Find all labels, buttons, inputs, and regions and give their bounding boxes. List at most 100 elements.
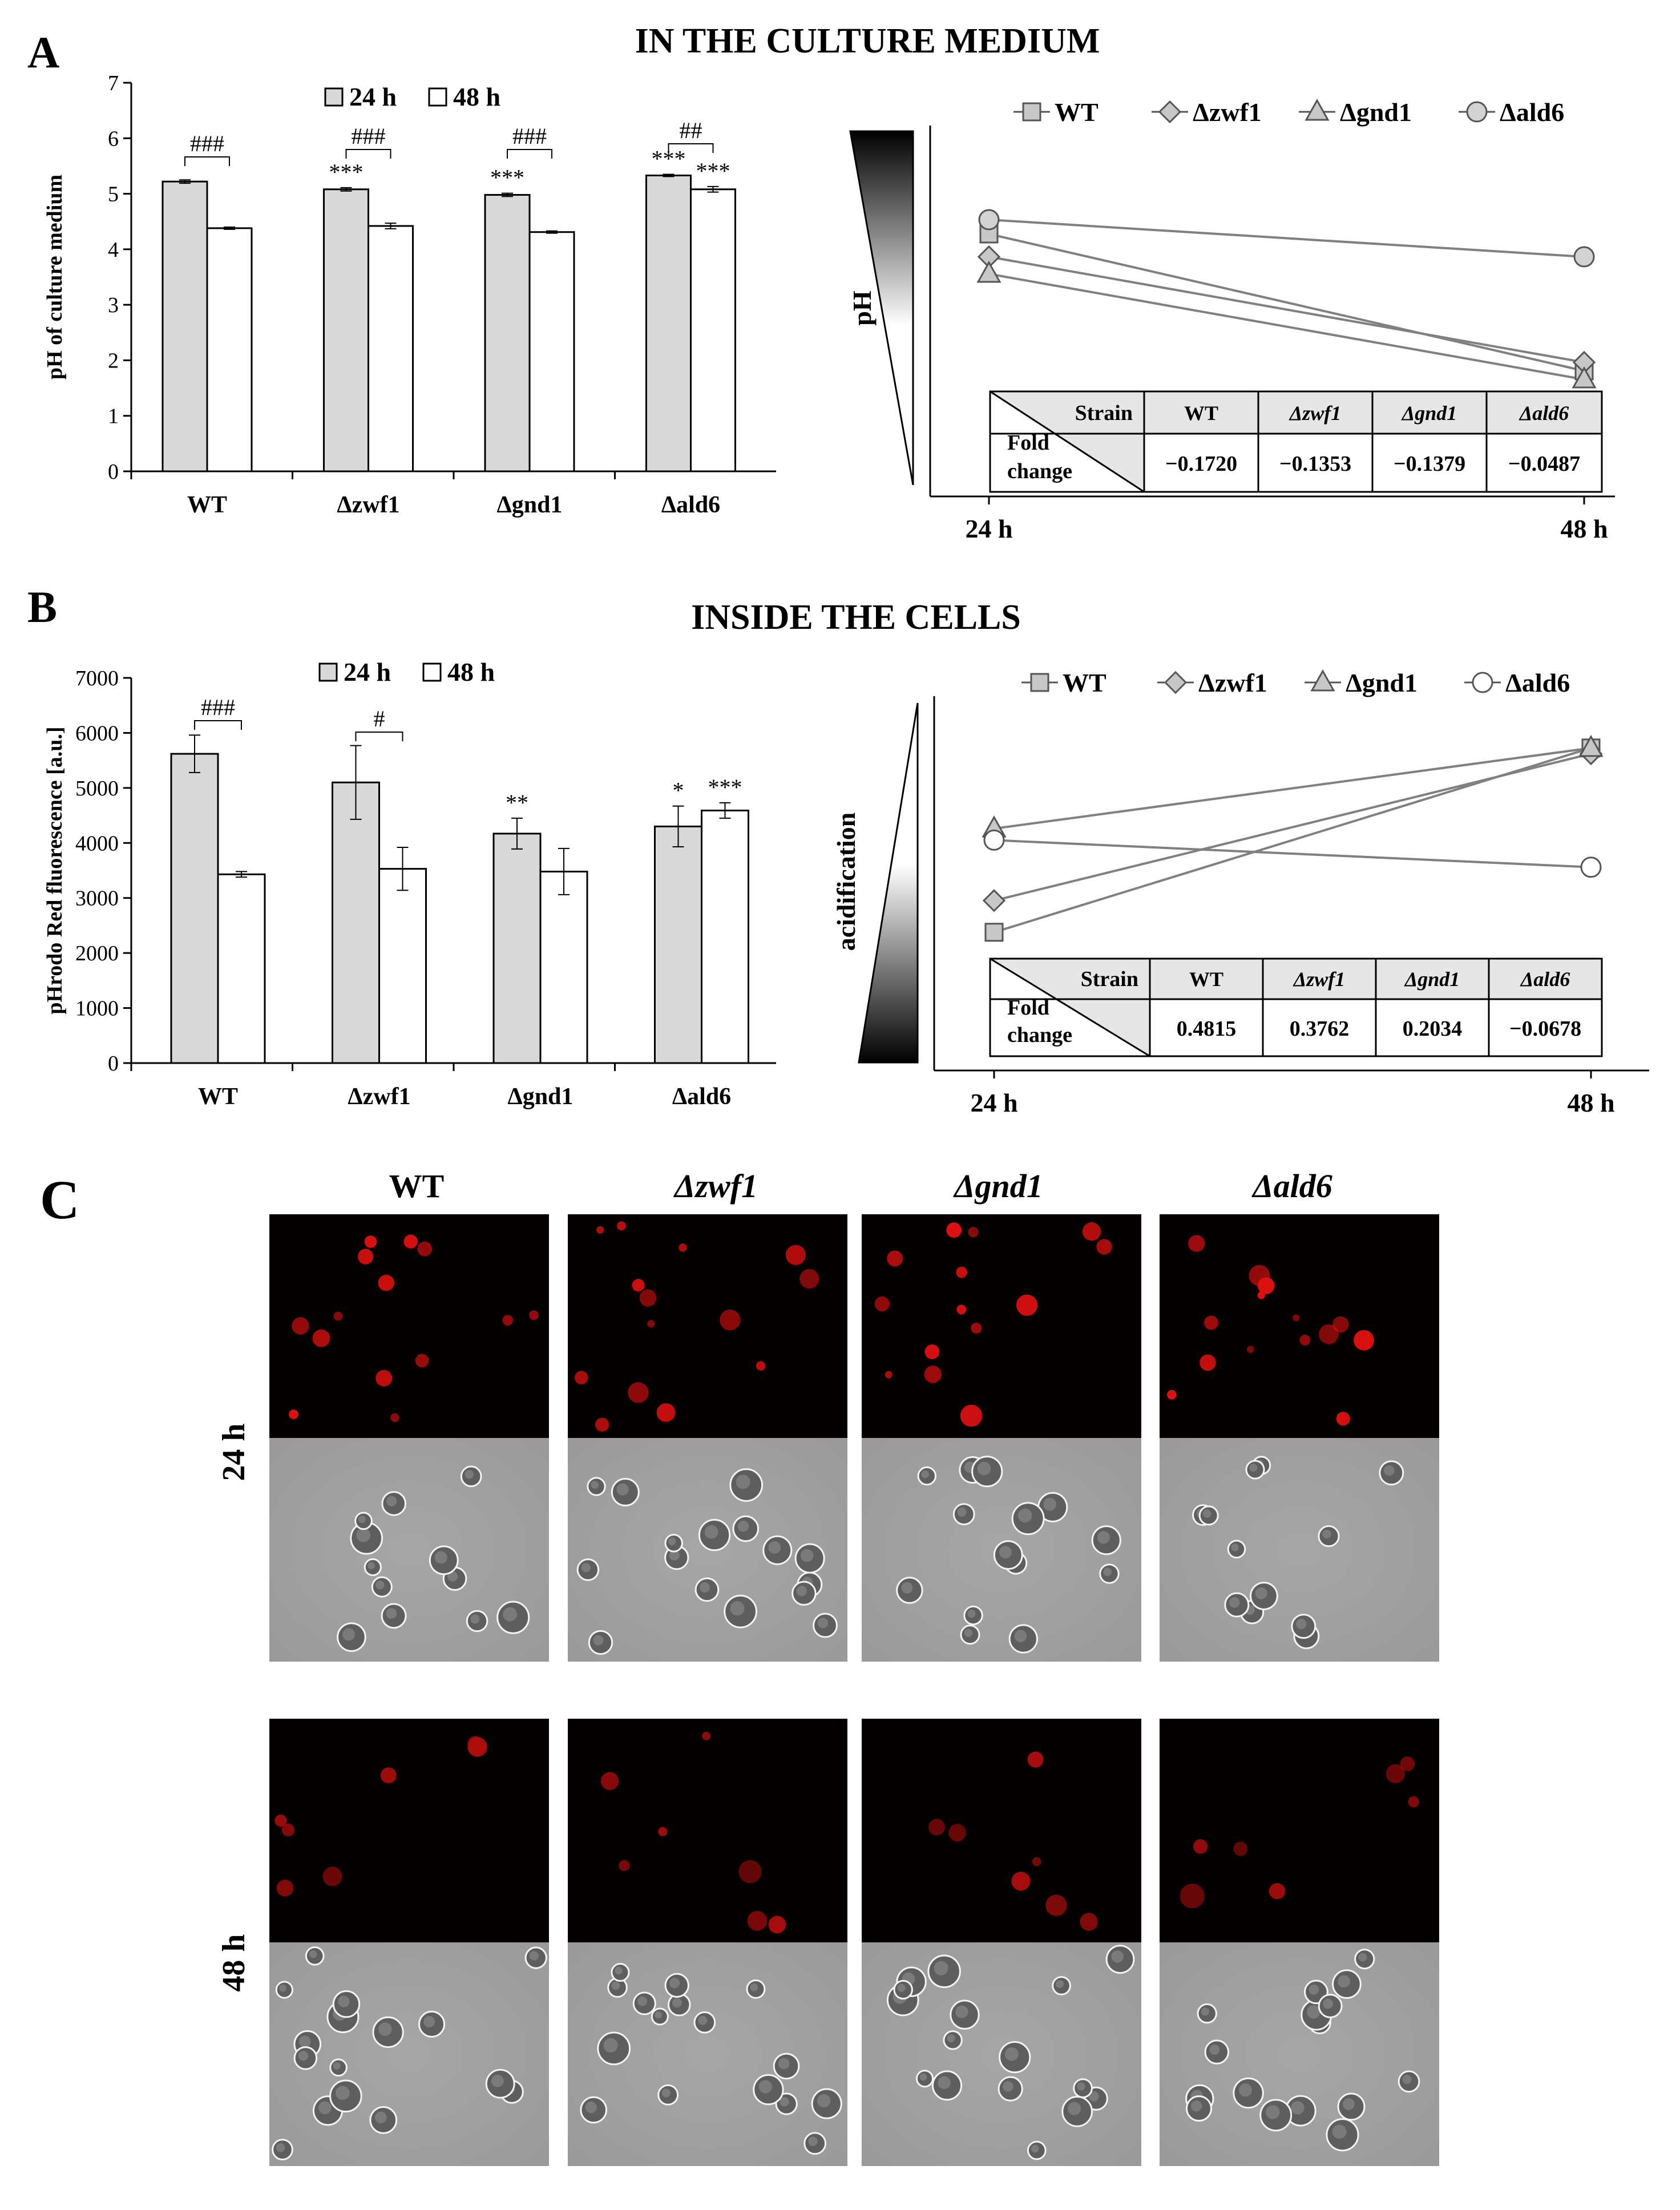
c-row-48h: 48 h bbox=[216, 1934, 252, 1991]
fluorescent-cell bbox=[617, 1221, 626, 1231]
cell-vacuole bbox=[333, 2062, 341, 2070]
b-significance-mark: *** bbox=[708, 774, 742, 800]
b-line-legend-label: Δzwf1 bbox=[1198, 668, 1267, 697]
panel-a-letter: A bbox=[27, 27, 59, 77]
a-table-strain-gnd1: Δgnd1 bbox=[1401, 402, 1457, 425]
a-table-value-gnd1: −0.1379 bbox=[1394, 452, 1465, 476]
cell-vacuole bbox=[817, 1618, 829, 1629]
cell-vacuole bbox=[581, 1563, 591, 1573]
fluorescent-cell bbox=[281, 1823, 295, 1837]
a-table-value-wt: −0.1720 bbox=[1165, 452, 1237, 476]
c-row-24h: 24 h bbox=[216, 1423, 252, 1481]
fluorescent-cell bbox=[679, 1243, 687, 1252]
fluorescent-cell bbox=[1032, 1857, 1041, 1866]
a-bar-48h bbox=[206, 227, 253, 472]
fluorescent-cell bbox=[358, 1249, 374, 1264]
a-bracket-label: ### bbox=[352, 123, 386, 149]
a-bracket-label: ### bbox=[190, 131, 224, 156]
b-y-tick-label: 0 bbox=[108, 1052, 119, 1076]
cell-vacuole bbox=[386, 1608, 397, 1619]
a-line-x-label: 24 h bbox=[965, 514, 1012, 543]
b-marker-triangle bbox=[1578, 734, 1604, 757]
cell-vacuole bbox=[1229, 1597, 1240, 1608]
a-table-strain-zwf1: Δzwf1 bbox=[1289, 402, 1342, 425]
a-y-tick-label: 6 bbox=[108, 127, 119, 151]
cell-vacuole bbox=[955, 2005, 968, 2018]
c-column-zwf1: Δzwf1 bbox=[673, 1167, 758, 1205]
a-line-x-label: 48 h bbox=[1560, 514, 1608, 543]
b-category-label: Δzwf1 bbox=[348, 1084, 410, 1110]
cell-vacuole bbox=[1067, 2102, 1081, 2115]
b-series-line bbox=[994, 839, 1592, 868]
a-line-legend-label: Δzwf1 bbox=[1193, 98, 1262, 127]
fluorescence-image bbox=[862, 1719, 1141, 1942]
a-y-tick-label: 3 bbox=[108, 293, 119, 317]
cell-vacuole bbox=[1291, 2101, 1305, 2115]
a-series-line bbox=[988, 233, 1585, 372]
fluorescent-cell bbox=[1045, 1894, 1067, 1916]
b-significance-mark: * bbox=[673, 778, 684, 803]
fluorescent-cell bbox=[960, 1404, 983, 1427]
cell-vacuole bbox=[1384, 1465, 1395, 1476]
cell-vacuole bbox=[967, 1609, 976, 1618]
a-table-strain-label: Strain bbox=[1075, 401, 1133, 425]
fluorescent-cell bbox=[1408, 1796, 1419, 1808]
fluorescent-cell bbox=[756, 1361, 766, 1371]
fluorescent-cell bbox=[1400, 1756, 1415, 1771]
b-series-line bbox=[994, 746, 1592, 830]
fluorescent-cell bbox=[1336, 1412, 1350, 1426]
a-category-label: Δald6 bbox=[661, 492, 720, 518]
b-significance-mark: ** bbox=[506, 790, 528, 815]
fluorescent-cell bbox=[322, 1866, 342, 1886]
cell-vacuole bbox=[655, 2011, 662, 2019]
a-bracket-label: ## bbox=[680, 118, 702, 143]
cell-vacuole bbox=[298, 2035, 311, 2047]
b-y-tick-label: 4000 bbox=[75, 831, 119, 855]
cell-vacuole bbox=[1056, 1979, 1064, 1988]
fluorescent-cell bbox=[1204, 1315, 1218, 1330]
a-legend-swatch bbox=[324, 87, 344, 107]
fluorescent-cell bbox=[417, 1241, 433, 1256]
fluorescent-cell bbox=[968, 1227, 979, 1238]
b-bar-48h bbox=[539, 870, 588, 1064]
cell-vacuole bbox=[1266, 2105, 1280, 2119]
b-y-tick-label: 6000 bbox=[75, 721, 119, 745]
fluorescence-image bbox=[568, 1214, 847, 1438]
a-category-label: Δzwf1 bbox=[337, 492, 399, 518]
b-bracket-label: ### bbox=[201, 694, 235, 720]
panel-a-heading: IN THE CULTURE MEDIUM bbox=[635, 22, 1100, 60]
cell-vacuole bbox=[1111, 1950, 1124, 1963]
b-series-line bbox=[994, 752, 1592, 902]
b-table-strain-wt: WT bbox=[1189, 968, 1223, 991]
fluorescent-cell bbox=[574, 1371, 588, 1385]
fluorescent-cell bbox=[632, 1279, 645, 1292]
a-line-legend-label: WT bbox=[1055, 98, 1099, 127]
a-bracket bbox=[668, 143, 714, 153]
cell-vacuole bbox=[529, 1951, 539, 1961]
cell-vacuole bbox=[1077, 2082, 1085, 2091]
fluorescent-cell bbox=[1386, 1764, 1405, 1783]
cell-vacuole bbox=[921, 1470, 930, 1478]
fluorescent-cell bbox=[768, 1916, 786, 1934]
cell-vacuole bbox=[1332, 2124, 1347, 2139]
cell-vacuole bbox=[309, 1950, 317, 1958]
b-fold-change-table: Strain Fold change WT Δzwf1 Δgnd1 Δald6 … bbox=[989, 957, 1603, 1057]
cell-vacuole bbox=[279, 1984, 286, 1992]
b-bar-24h bbox=[492, 833, 542, 1064]
a-significance-mark: *** bbox=[490, 165, 524, 191]
panel-c-letter: C bbox=[40, 1169, 79, 1230]
cell-vacuole bbox=[1358, 1953, 1367, 1962]
b-marker-square bbox=[1030, 673, 1049, 692]
a-y-tick-label: 2 bbox=[108, 349, 119, 373]
cell-vacuole bbox=[615, 1966, 623, 1975]
fluorescent-cell bbox=[1293, 1314, 1300, 1322]
cell-vacuole bbox=[704, 1525, 718, 1539]
fluorescent-cell bbox=[956, 1266, 968, 1278]
cell-vacuole bbox=[1017, 1508, 1032, 1523]
fluorescence-image bbox=[1160, 1719, 1439, 1942]
b-line-x-label: 48 h bbox=[1567, 1088, 1614, 1117]
cell-vacuole bbox=[796, 1586, 807, 1597]
cell-vacuole bbox=[808, 2136, 818, 2146]
panel-b-letter: B bbox=[27, 582, 57, 632]
a-line-legend-label: Δgnd1 bbox=[1340, 98, 1412, 127]
